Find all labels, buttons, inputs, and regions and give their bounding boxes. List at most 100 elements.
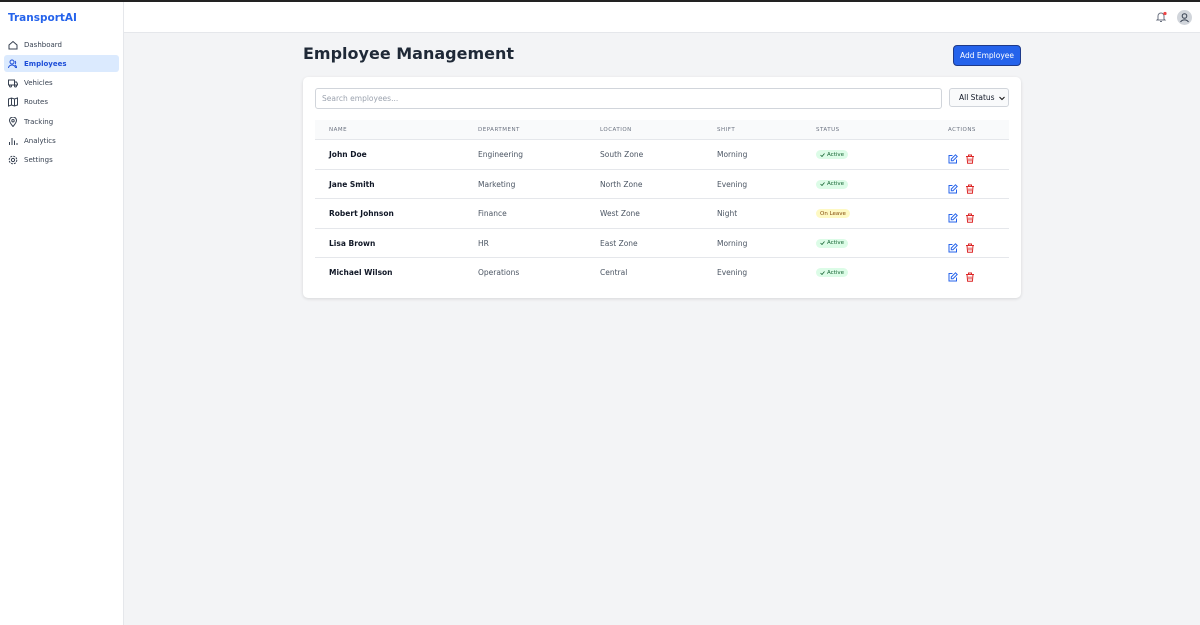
add-employee-button[interactable]: Add Employee [953, 45, 1021, 66]
column-header: Department [478, 127, 520, 133]
cell-location: South Zone [600, 150, 644, 159]
delete-button[interactable] [965, 238, 975, 253]
nav-icon [8, 79, 18, 88]
cell-name: Jane Smith [329, 179, 375, 189]
cell-department: Operations [478, 268, 520, 277]
nav-item[interactable]: Dashboard [4, 36, 119, 53]
nav-label: Settings [24, 156, 53, 165]
cell-shift: Evening [717, 268, 748, 277]
table-header: Name Department Location Shift Status Actions [315, 120, 1009, 140]
cell-location: East Zone [600, 238, 638, 248]
search-input[interactable]: Search employees... [315, 88, 942, 109]
brand[interactable]: TransportAI [8, 12, 77, 24]
column-header: Actions [948, 127, 976, 133]
nav-icon [8, 40, 18, 49]
nav-icon [8, 155, 18, 165]
nav-label: Routes [24, 98, 48, 107]
edit-icon [948, 154, 958, 164]
column-header: Status [816, 127, 840, 133]
check-icon [820, 182, 825, 186]
sidebar: TransportAI Dashboard Employees Vehicles Ro… [0, 2, 124, 625]
nav-item[interactable]: Employees [4, 55, 119, 73]
check-icon [820, 241, 825, 245]
status-text: On Leave [820, 210, 846, 217]
nav-label: Vehicles [24, 79, 53, 88]
status-badge: Active [816, 238, 849, 248]
table-row: John Doe Engineering South Zone Morning Acti… [315, 139, 1009, 169]
nav-item[interactable]: Analytics [4, 133, 119, 150]
column-header: Name [329, 127, 348, 133]
nav-label: Employees [24, 59, 67, 68]
cell-name: Robert Johnson [329, 209, 394, 218]
edit-icon [948, 242, 958, 252]
table-row: Lisa Brown HR East Zone Morning Active [315, 227, 1009, 258]
caret [999, 96, 1005, 101]
edit-button[interactable] [948, 149, 958, 164]
delete-icon [966, 213, 974, 223]
nav-item[interactable]: Settings [4, 152, 119, 169]
status-text: Active [827, 240, 845, 246]
delete-icon [966, 272, 974, 282]
status-text: Active [827, 269, 845, 276]
status-badge: Active [816, 179, 849, 189]
delete-button[interactable] [965, 208, 975, 223]
status-text: Active [827, 151, 845, 158]
cell-location: North Zone [600, 179, 643, 189]
nav-item[interactable]: Routes [4, 94, 119, 111]
cell-shift: Morning [717, 150, 748, 159]
nav-item[interactable]: Vehicles [4, 75, 119, 92]
column-header: Location [600, 127, 632, 133]
cell-shift: Evening [717, 179, 748, 189]
edit-icon [948, 272, 958, 282]
nav-icon [8, 97, 18, 108]
nav-item[interactable]: Tracking [4, 113, 119, 130]
cell-name: Michael Wilson [329, 268, 393, 277]
cell-location: Central [600, 268, 628, 277]
delete-button[interactable] [965, 179, 975, 194]
table-row: Robert Johnson Finance West Zone Night On Le… [315, 198, 1009, 228]
edit-button[interactable] [948, 208, 958, 223]
cell-department: Finance [478, 209, 507, 218]
nav-icon [8, 116, 18, 127]
notifications[interactable] [1155, 11, 1167, 24]
cell-location: West Zone [600, 209, 640, 218]
nav-label: Analytics [24, 137, 56, 145]
nav-label: Tracking [24, 117, 54, 126]
cell-name: John Doe [329, 150, 367, 159]
check-icon [820, 270, 825, 275]
nav-icon [8, 59, 18, 68]
edit-button[interactable] [948, 238, 958, 252]
nav-label: Dashboard [24, 40, 62, 49]
status-badge: Active [816, 268, 849, 277]
cell-department: HR [478, 238, 489, 248]
cell-shift: Night [717, 209, 738, 218]
edit-button[interactable] [948, 267, 958, 282]
status-select-label: All Status [959, 93, 995, 102]
cell-shift: Morning [717, 238, 748, 248]
check-icon [820, 152, 825, 157]
status-select[interactable]: All Status [949, 88, 1009, 107]
table-row: Michael Wilson Operations Central Evening Ac… [315, 257, 1009, 287]
employee-card: Search employees... All Status Name Depar… [303, 77, 1021, 298]
topbar [124, 2, 1200, 33]
delete-icon [966, 243, 974, 253]
user-avatar[interactable] [1177, 10, 1192, 25]
delete-button[interactable] [965, 267, 975, 282]
column-header: Shift [717, 127, 736, 133]
delete-icon [966, 184, 974, 194]
edit-button[interactable] [948, 179, 958, 193]
delete-icon [966, 154, 974, 164]
status-badge: On Leave [816, 209, 850, 218]
status-badge: Active [816, 150, 849, 159]
cell-department: Engineering [478, 150, 523, 159]
delete-button[interactable] [965, 149, 975, 164]
edit-icon [948, 183, 958, 193]
table-row: Jane Smith Marketing North Zone Evening Acti… [315, 168, 1009, 199]
edit-icon [948, 213, 958, 223]
cell-name: Lisa Brown [329, 238, 376, 248]
cell-department: Marketing [478, 179, 516, 189]
nav-icon [9, 138, 18, 145]
status-text: Active [827, 181, 845, 187]
page-title: Employee Management [303, 44, 515, 63]
